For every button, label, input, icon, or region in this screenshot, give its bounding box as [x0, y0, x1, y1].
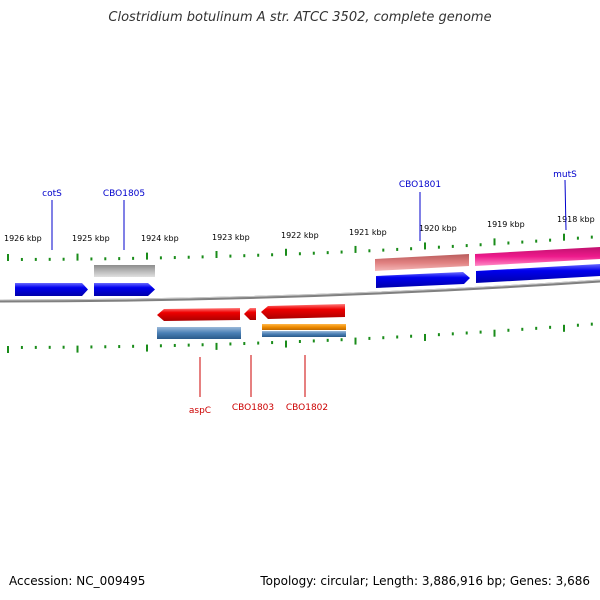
kbp-label: 1922 kbp: [281, 231, 319, 240]
genome-backbone: [0, 279, 600, 303]
gene-label-CBO1803[interactable]: CBO1803: [232, 403, 274, 413]
feature-mutS-bar[interactable]: [475, 247, 600, 266]
gene-mutS-arrow[interactable]: [476, 264, 600, 283]
feature-CBO1805-bar[interactable]: [94, 265, 155, 277]
feature-CBO1802-orange-bar[interactable]: [262, 324, 346, 330]
gene-label-mutS[interactable]: mutS: [553, 170, 577, 180]
gene-cotS-arrow[interactable]: [15, 283, 88, 296]
gene-CBO1801-arrow[interactable]: [376, 272, 470, 288]
kbp-label: 1921 kbp: [349, 228, 387, 237]
feature-CBO1801-bar[interactable]: [375, 254, 469, 271]
gene-label-CBO1801[interactable]: CBO1801: [399, 180, 441, 190]
mutS-leader: [564, 179, 567, 231]
genome-backbone-highlight: [0, 279, 600, 301]
kbp-label: 1918 kbp: [557, 215, 595, 224]
feature-CBO1802-steel-bar[interactable]: [262, 331, 346, 337]
gene-label-CBO1802[interactable]: CBO1802: [286, 403, 328, 413]
gene-CBO1802-arrow[interactable]: [261, 304, 345, 319]
kbp-label: 1920 kbp: [419, 224, 457, 233]
kbp-label: 1925 kbp: [72, 234, 110, 243]
genome-summary-text: Topology: circular; Length: 3,886,916 bp…: [260, 574, 590, 588]
kbp-label: 1923 kbp: [212, 233, 250, 242]
lower-tick-track: [7, 322, 593, 353]
feature-aspC-bar[interactable]: [157, 327, 241, 339]
gene-label-aspC[interactable]: aspC: [189, 406, 211, 416]
upper-tick-track: [7, 233, 593, 261]
kbp-label: 1919 kbp: [487, 220, 525, 229]
gene-label-CBO1805[interactable]: CBO1805: [103, 189, 145, 199]
genome-title: Clostridium botulinum A str. ATCC 3502, …: [108, 10, 492, 25]
gene-aspC-arrow[interactable]: [157, 308, 240, 321]
accession-text: Accession: NC_009495: [9, 574, 146, 588]
gene-CBO1805-arrow[interactable]: [94, 283, 155, 296]
gene-CBO1803-arrow[interactable]: [244, 308, 256, 320]
kbp-label: 1926 kbp: [4, 234, 42, 243]
kbp-label: 1924 kbp: [141, 234, 179, 243]
gene-label-cotS[interactable]: cotS: [42, 189, 62, 199]
